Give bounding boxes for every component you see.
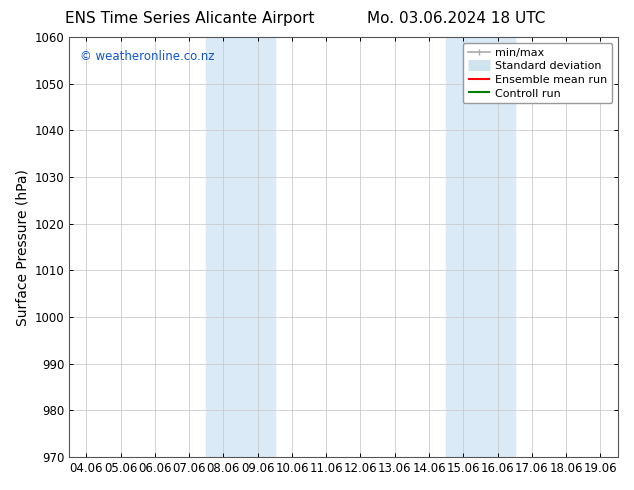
Bar (206, 37, 275, 457)
Text: © weatheronline.co.nz: © weatheronline.co.nz (80, 50, 215, 63)
Text: ENS Time Series Alicante Airport: ENS Time Series Alicante Airport (65, 11, 315, 26)
Y-axis label: Surface Pressure (hPa): Surface Pressure (hPa) (15, 169, 29, 325)
Legend: min/max, Standard deviation, Ensemble mean run, Controll run: min/max, Standard deviation, Ensemble me… (463, 43, 612, 103)
Bar (446, 37, 515, 457)
Text: Mo. 03.06.2024 18 UTC: Mo. 03.06.2024 18 UTC (367, 11, 546, 26)
